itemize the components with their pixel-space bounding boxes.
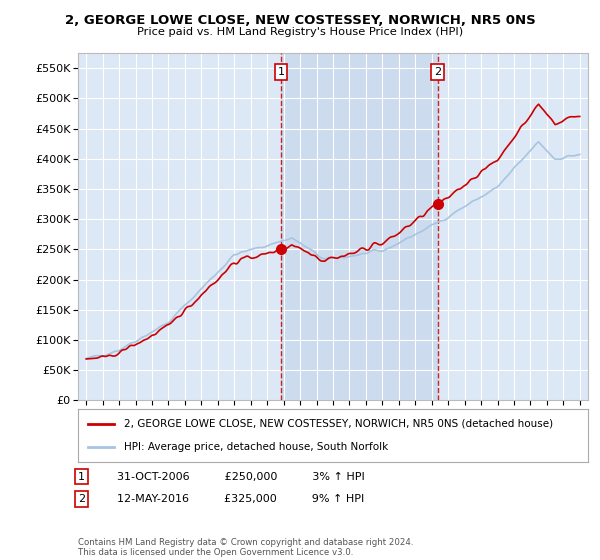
Text: Price paid vs. HM Land Registry's House Price Index (HPI): Price paid vs. HM Land Registry's House … xyxy=(137,27,463,37)
Text: 2: 2 xyxy=(78,494,85,504)
Text: 1: 1 xyxy=(277,67,284,77)
Bar xyxy=(281,53,437,400)
Text: 2, GEORGE LOWE CLOSE, NEW COSTESSEY, NORWICH, NR5 0NS: 2, GEORGE LOWE CLOSE, NEW COSTESSEY, NOR… xyxy=(65,14,535,27)
Text: 12-MAY-2016          £325,000          9% ↑ HPI: 12-MAY-2016 £325,000 9% ↑ HPI xyxy=(117,494,364,504)
Text: HPI: Average price, detached house, South Norfolk: HPI: Average price, detached house, Sout… xyxy=(124,442,388,452)
Text: 31-OCT-2006          £250,000          3% ↑ HPI: 31-OCT-2006 £250,000 3% ↑ HPI xyxy=(117,472,365,482)
Text: 1: 1 xyxy=(78,472,85,482)
Text: Contains HM Land Registry data © Crown copyright and database right 2024.
This d: Contains HM Land Registry data © Crown c… xyxy=(78,538,413,557)
Text: 2, GEORGE LOWE CLOSE, NEW COSTESSEY, NORWICH, NR5 0NS (detached house): 2, GEORGE LOWE CLOSE, NEW COSTESSEY, NOR… xyxy=(124,419,553,429)
Text: 2: 2 xyxy=(434,67,441,77)
